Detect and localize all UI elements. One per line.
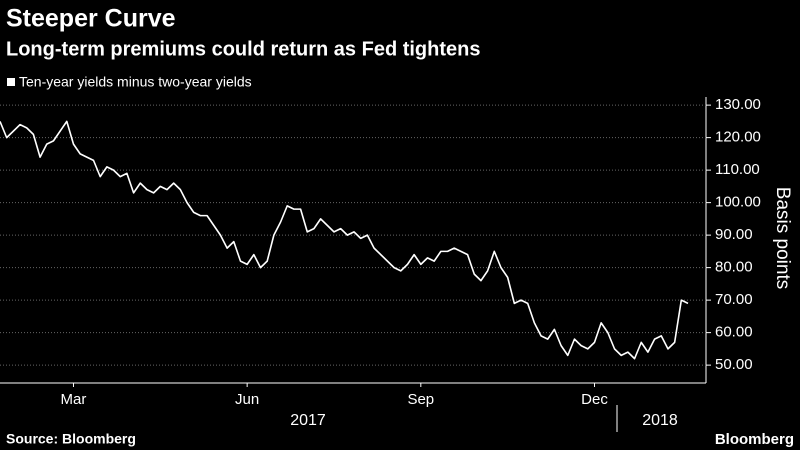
x-tick-label: Dec (581, 391, 608, 408)
y-tick-label: 90.00 (715, 226, 753, 243)
y-tick-label: 110.00 (715, 161, 760, 178)
y-tick-label: 100.00 (715, 194, 761, 211)
series-line (0, 120, 689, 360)
y-tick-label: 130.00 (715, 96, 761, 113)
y-tick-label: 70.00 (715, 291, 753, 308)
source: Source: Bloomberg (6, 431, 136, 447)
x-tick-label: Mar (61, 391, 87, 408)
chart-subtitle: Long-term premiums could return as Fed t… (6, 38, 481, 60)
y-axis-title: Basis points (772, 187, 793, 289)
y-tick-label: 80.00 (715, 259, 753, 276)
brand: Bloomberg (715, 431, 794, 448)
legend-label: Ten-year yields minus two-year yields (19, 74, 252, 90)
y-tick-label: 120.00 (715, 129, 761, 146)
x-tick-label: Sep (407, 391, 434, 408)
x-group-label: 2017 (290, 412, 326, 429)
chart-title: Steeper Curve (6, 5, 176, 33)
y-tick-label: 60.00 (715, 324, 753, 341)
x-group-label: 2018 (642, 412, 678, 429)
y-tick-label: 50.00 (715, 356, 753, 373)
x-tick-label: Jun (235, 391, 259, 408)
legend-swatch (7, 78, 15, 86)
